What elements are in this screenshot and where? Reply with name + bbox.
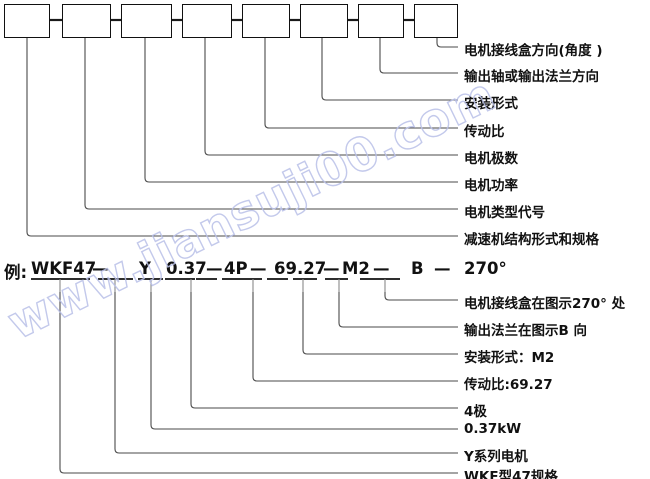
example-segment-angle: 270° <box>464 259 507 278</box>
example-segment-power: 0.37 <box>166 259 207 278</box>
example-separator-4: — <box>323 259 340 278</box>
upper-label-motor-junction-box-direction: 电机接线盒方向(角度 ) <box>464 43 603 59</box>
upper-label-motor-type-code: 电机类型代号 <box>464 205 545 221</box>
lower-leader-lines <box>59 279 458 474</box>
lower-label-0-37-kw: 0.37kW <box>464 421 522 437</box>
lower-label-y-series-motor: Y系列电机 <box>464 449 528 465</box>
upper-label-gearbox-structure-spec: 减速机结构形式和规格 <box>464 232 599 248</box>
code-block-8 <box>414 4 458 38</box>
code-block-7 <box>358 4 404 38</box>
example-separator-2: — <box>206 259 223 278</box>
upper-label-motor-power: 电机功率 <box>464 178 518 194</box>
example-separator-3: — <box>250 259 267 278</box>
code-block-6 <box>300 4 348 38</box>
example-code-row: 例: WKF47 — Y 0.37 — 4P — 69.27 — M2 — B … <box>0 259 507 285</box>
lower-label-ratio-69-27: 传动比:69.27 <box>464 377 553 393</box>
code-block-2 <box>62 4 111 38</box>
example-segment-motor-type: Y <box>139 259 151 278</box>
upper-label-mounting-form: 安装形式 <box>464 96 518 112</box>
example-prefix: 例: <box>4 263 28 282</box>
upper-label-output-shaft-flange-direction: 输出轴或输出法兰方向 <box>464 69 599 85</box>
code-block-5 <box>242 4 290 38</box>
example-segment-flange: B <box>411 259 424 278</box>
example-segment-poles: 4P <box>224 259 248 278</box>
code-block-4 <box>182 4 232 38</box>
example-segment-mounting: M2 <box>342 259 370 278</box>
upper-leader-lines <box>26 38 458 237</box>
lower-label-output-flange-at-b: 输出法兰在图示B 向 <box>464 323 587 339</box>
example-separator-6: — <box>434 259 451 278</box>
upper-label-transmission-ratio: 传动比 <box>464 124 505 140</box>
example-segment-model: WKF47 <box>31 259 97 278</box>
lower-label-junction-box-at-270: 电机接线盒在图示270° 处 <box>464 296 626 312</box>
code-block-3 <box>121 4 172 38</box>
upper-label-motor-pole-count: 电机极数 <box>464 151 518 167</box>
example-separator-5: — <box>373 259 390 278</box>
example-segment-ratio: 69.27 <box>274 259 327 278</box>
example-tick-stubs <box>59 279 386 292</box>
example-separator-1: — <box>92 259 109 278</box>
lower-label-mounting-form-m2: 安装形式：M2 <box>464 350 555 366</box>
code-block-1 <box>4 4 50 38</box>
lower-label-4-pole: 4极 <box>464 404 487 420</box>
lower-label-wkf-type-47: WKF型47规格 <box>464 469 558 479</box>
